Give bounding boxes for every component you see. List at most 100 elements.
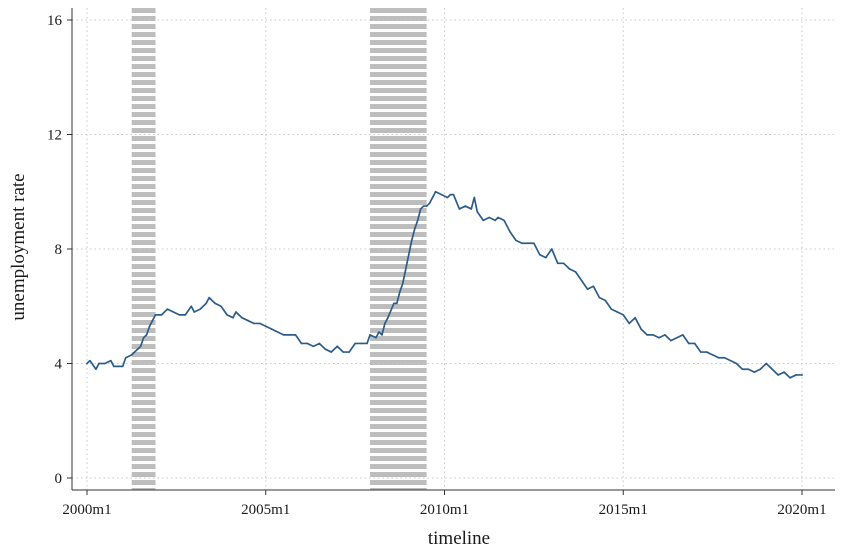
data-point — [610, 308, 613, 310]
data-point — [142, 336, 145, 339]
data-point — [270, 328, 273, 330]
data-point — [497, 216, 499, 219]
data-point — [113, 365, 115, 368]
data-point — [562, 262, 565, 265]
data-point — [509, 231, 511, 233]
data-point — [777, 374, 779, 376]
data-point — [422, 205, 425, 207]
data-point — [151, 319, 154, 322]
data-point — [124, 356, 127, 359]
data-point — [503, 219, 505, 222]
data-point — [434, 190, 437, 193]
data-point — [407, 253, 410, 256]
data-point — [330, 351, 333, 353]
data-point — [110, 359, 112, 362]
data-point — [104, 362, 106, 365]
data-point — [622, 314, 625, 316]
data-point — [130, 354, 133, 356]
x-tick-label: 2005m1 — [241, 502, 290, 518]
data-point — [348, 351, 350, 353]
data-point — [86, 362, 88, 365]
data-point — [431, 196, 434, 199]
data-point — [682, 334, 684, 336]
data-point — [232, 316, 234, 319]
data-point — [354, 342, 356, 345]
data-point — [300, 342, 303, 345]
data-point — [550, 248, 553, 250]
tick-labels: 0 4 8 12 16 2000m1 2005m1 2010m1 2015m1 2020m1 — [47, 13, 827, 518]
data-point — [527, 242, 529, 245]
data-point — [729, 359, 732, 362]
data-point — [258, 322, 261, 325]
x-tick-label: 2020m1 — [777, 502, 826, 518]
data-point — [586, 288, 589, 290]
data-point — [294, 334, 297, 336]
data-point — [488, 216, 490, 219]
data-point — [473, 196, 476, 199]
data-point — [264, 325, 267, 328]
data-point — [741, 368, 744, 371]
data-point — [241, 316, 243, 319]
data-point — [154, 314, 157, 316]
data-point — [139, 345, 142, 348]
data-point — [464, 205, 467, 207]
data-point — [384, 322, 386, 325]
data-point — [416, 219, 419, 222]
data-point — [98, 362, 100, 365]
data-point — [634, 316, 636, 319]
data-point — [470, 208, 473, 210]
x-tick-label: 2015m1 — [599, 502, 648, 518]
data-point — [723, 356, 726, 359]
data-point — [172, 311, 175, 313]
data-point — [342, 351, 345, 353]
data-point — [446, 196, 449, 199]
data-point — [494, 219, 496, 222]
data-point — [360, 342, 362, 345]
data-point — [306, 342, 309, 345]
data-point — [664, 334, 666, 336]
data-point — [604, 299, 607, 302]
data-point — [199, 308, 202, 310]
data-point — [404, 268, 407, 270]
data-point — [449, 193, 452, 196]
data-point — [658, 336, 660, 339]
data-point — [247, 319, 249, 322]
data-point — [717, 356, 720, 359]
data-point — [735, 362, 738, 365]
data-point — [592, 285, 595, 288]
data-point — [783, 371, 785, 373]
data-point — [220, 305, 222, 308]
data-point — [184, 314, 187, 316]
data-point — [452, 193, 455, 196]
data-point — [89, 359, 91, 362]
data-point — [190, 305, 193, 308]
y-tick-label: 8 — [55, 242, 63, 258]
data-point — [753, 371, 756, 373]
data-point — [765, 362, 768, 365]
axes — [67, 8, 835, 495]
data-point — [178, 314, 181, 316]
data-point — [458, 208, 461, 210]
data-point — [381, 334, 383, 336]
data-point — [282, 334, 285, 336]
data-point — [324, 348, 327, 350]
data-point — [440, 193, 443, 196]
y-tick-label: 4 — [55, 357, 63, 373]
data-point — [693, 342, 696, 345]
data-point — [375, 336, 377, 339]
y-tick-label: 12 — [47, 128, 62, 144]
data-point — [413, 228, 416, 230]
data-point — [312, 345, 315, 348]
data-point — [574, 271, 577, 273]
data-point — [711, 354, 714, 356]
data-point — [539, 253, 541, 256]
data-point — [399, 291, 401, 293]
data-point — [193, 311, 196, 313]
data-point — [318, 342, 321, 345]
data-point — [759, 368, 762, 371]
data-point — [425, 205, 428, 207]
data-point — [795, 374, 797, 376]
data-point — [628, 322, 631, 325]
data-point — [580, 279, 583, 282]
data-point — [676, 336, 678, 339]
